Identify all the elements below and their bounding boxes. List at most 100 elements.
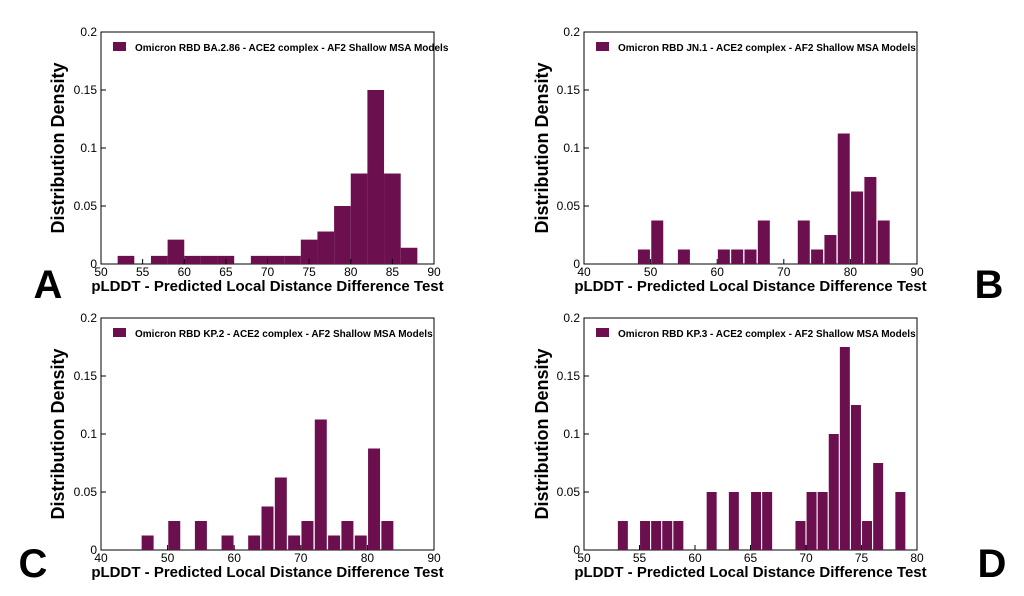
y-tick-label: 0.15 [557,83,581,97]
x-tick-label: 70 [261,265,275,279]
y-tick-label: 0.05 [74,199,98,213]
chart-panel-a: 50 55 60 65 70 75 80 85 90 0 0.05 0.1 0.15 0.2 Omicron… [34,25,449,307]
y-tick-label: 0.1 [80,141,97,155]
y-axis-label: Distribution Density [48,62,68,233]
x-tick-label: 70 [777,265,791,279]
y-tick-label: 0.1 [80,427,97,441]
histogram-bar [662,521,673,550]
x-tick-label: 55 [136,265,150,279]
histogram-bar [301,521,314,550]
x-tick-label: 80 [361,551,375,565]
legend-swatch [113,328,126,337]
histogram-bar [797,220,810,264]
histogram-bar [837,133,850,264]
legend-label: Omicron RBD BA.2.86 - ACE2 complex - AF2… [135,43,449,54]
histogram-bar [895,492,906,550]
legend-swatch [113,42,126,51]
histogram-bar [828,434,839,550]
histogram-bar [706,492,717,550]
x-axis-label: pLDDT - Predicted Local Distance Differe… [91,278,443,295]
histogram-bar [862,521,873,550]
histogram-bar [817,492,828,550]
panel-label: C [19,542,48,586]
x-tick-label: 65 [219,265,233,279]
histogram-bar [851,191,864,264]
x-tick-label: 40 [94,551,108,565]
histogram-bar [288,535,301,550]
histogram-bar [300,239,318,264]
histogram-bar [200,255,218,264]
y-tick-label: 0.2 [563,311,580,325]
histogram-bar [314,419,327,550]
x-tick-label: 60 [711,265,725,279]
chart-panel-c: 40 50 60 70 80 90 0 0.05 0.1 0.15 0.2 Omicron RBD K… [19,311,444,586]
x-tick-label: 90 [427,551,441,565]
y-tick-label: 0.15 [74,83,98,97]
x-tick-label: 60 [688,551,702,565]
y-tick-label: 0 [573,257,580,271]
x-tick-label: 75 [302,265,316,279]
y-tick-label: 0 [90,543,97,557]
x-tick-label: 50 [577,551,591,565]
x-tick-label: 90 [427,265,441,279]
histogram-bar [341,521,354,550]
histogram-bar [824,235,837,264]
histogram-bar [267,255,285,264]
histogram-bar [354,535,367,550]
histogram-bar [381,521,394,550]
y-tick-label: 0 [573,543,580,557]
histogram-bar [728,492,739,550]
histogram-bar [731,249,744,264]
histogram-bar [617,521,628,550]
x-tick-label: 40 [577,265,591,279]
histogram-bar [717,249,730,264]
histogram-bar [368,448,381,550]
x-axis-label: pLDDT - Predicted Local Distance Differe… [574,278,926,295]
x-tick-label: 65 [744,551,758,565]
y-tick-label: 0.05 [74,485,98,499]
x-tick-label: 75 [855,551,869,565]
histogram-bar [221,535,234,550]
x-tick-label: 60 [178,265,192,279]
histogram-bar [677,249,690,264]
histogram-bar [744,249,757,264]
y-axis-label: Distribution Density [48,348,68,519]
histogram-bar [673,521,684,550]
histogram-bar [317,231,335,264]
histogram-bar [864,177,877,264]
y-tick-label: 0.05 [557,485,581,499]
histogram-bar [367,90,385,264]
histogram-bar [873,463,884,550]
histogram-bar [637,249,650,264]
histogram-bar [150,255,168,264]
y-tick-label: 0.15 [557,369,581,383]
y-tick-label: 0.2 [80,25,97,39]
y-tick-label: 0 [90,257,97,271]
x-tick-label: 85 [386,265,400,279]
histogram-bar [350,173,368,264]
y-axis-label: Distribution Density [532,348,552,519]
histogram-bar [751,492,762,550]
x-tick-label: 55 [633,551,647,565]
y-tick-label: 0.1 [563,427,580,441]
x-tick-label: 80 [910,551,924,565]
x-tick-label: 90 [910,265,924,279]
x-tick-label: 80 [844,265,858,279]
histogram-bar [795,521,806,550]
legend-swatch [596,328,609,337]
histogram-bar [762,492,773,550]
y-tick-label: 0.1 [563,141,580,155]
histogram-bar [194,521,207,550]
panel-label: B [975,263,1004,307]
histogram-bar [250,255,268,264]
x-tick-label: 70 [294,551,308,565]
x-axis-label: pLDDT - Predicted Local Distance Differe… [91,564,443,581]
histogram-bar [261,506,274,550]
histogram-bar [806,492,817,550]
legend-label: Omicron RBD KP.3 - ACE2 complex - AF2 Sh… [618,329,916,340]
x-tick-label: 50 [94,265,108,279]
legend-label: Omicron RBD JN.1 - ACE2 complex - AF2 Sh… [618,43,916,54]
histogram-bar [850,405,861,550]
x-tick-label: 80 [344,265,358,279]
